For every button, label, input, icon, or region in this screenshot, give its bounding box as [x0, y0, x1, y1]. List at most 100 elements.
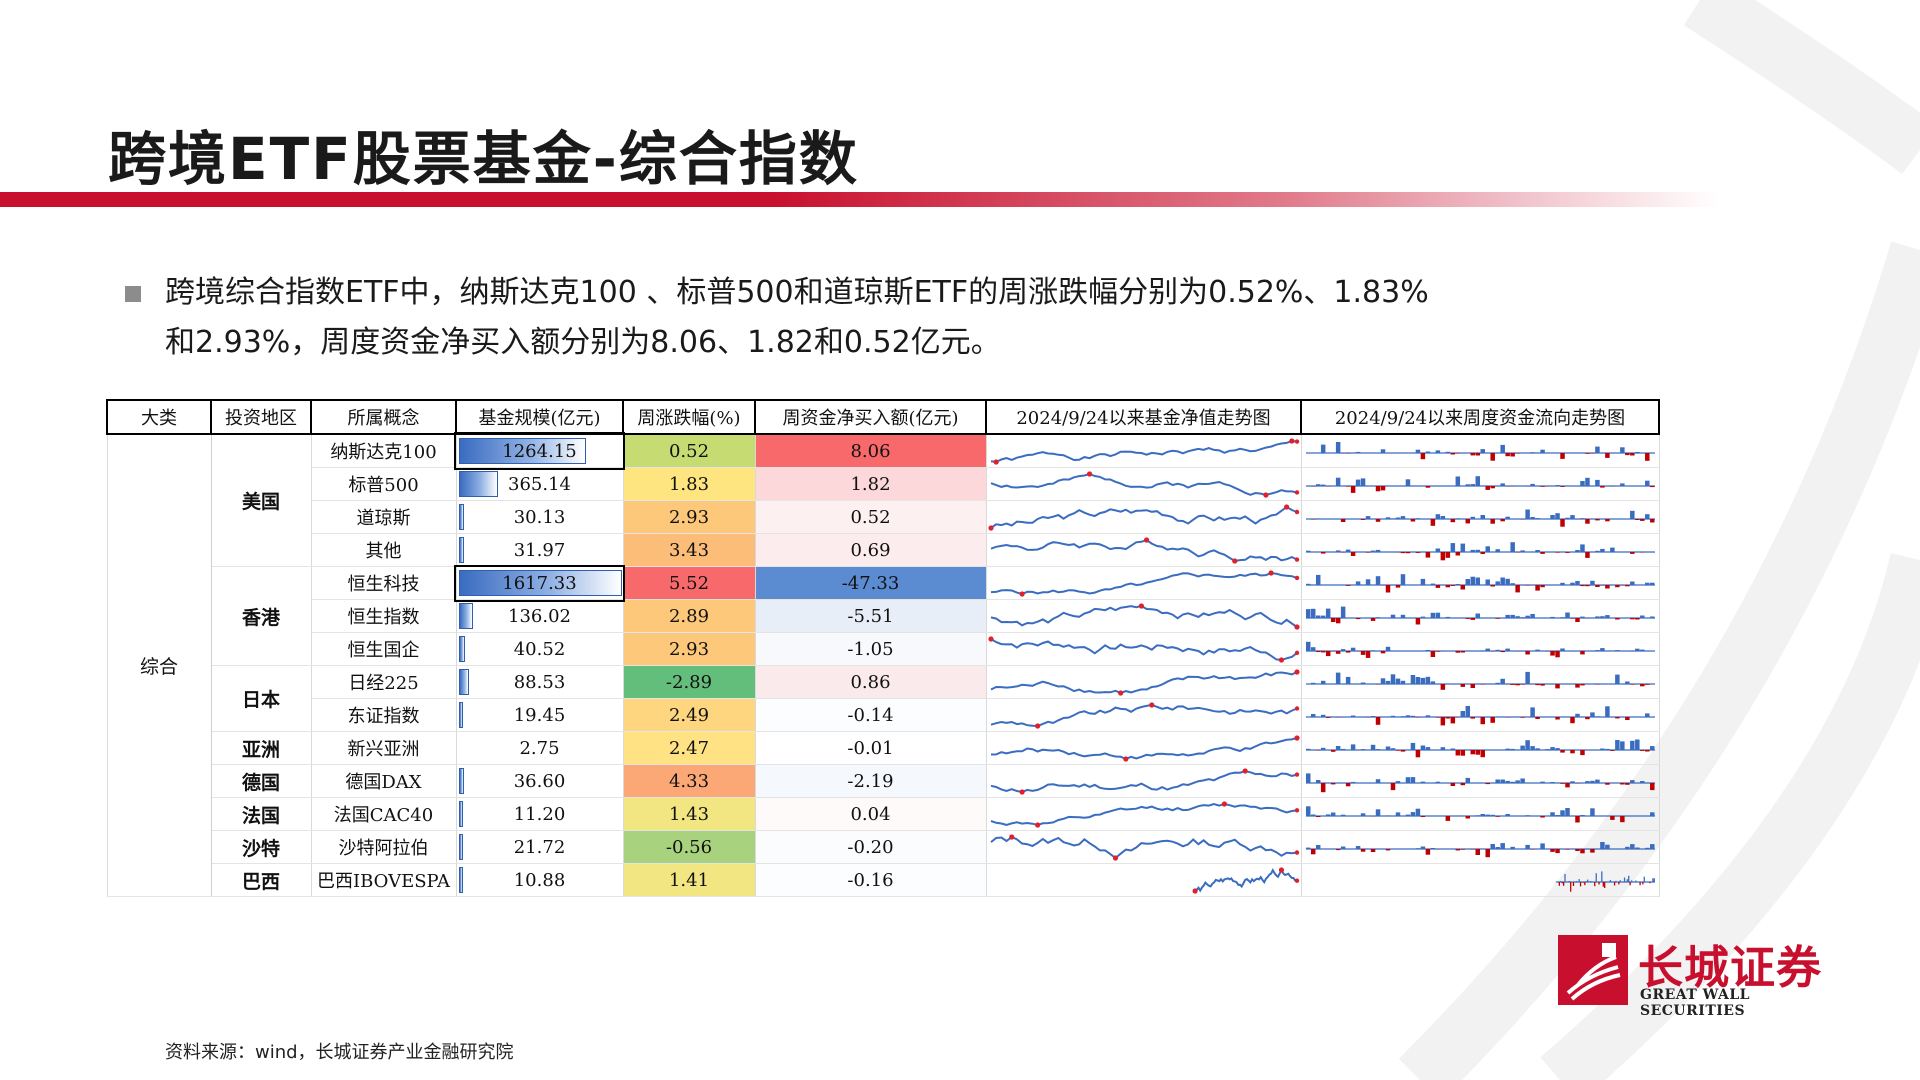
outflow-bar [1534, 683, 1540, 685]
inflow-bar [1499, 842, 1505, 849]
inflow-bar [1604, 844, 1610, 849]
weekly-flow-cell: 0.86 [754, 665, 987, 699]
fund-size-cell: 10.88 [455, 863, 624, 897]
outflow-bar [1435, 716, 1440, 718]
outflow-bar [1589, 452, 1595, 453]
outflow-bar [1425, 485, 1430, 488]
region-cell: 日本 [210, 665, 312, 732]
inflow-bar [1653, 877, 1655, 882]
outflow-bar [1489, 452, 1495, 461]
outflow-bar [1613, 881, 1615, 885]
fund-size-value: 136.02 [508, 605, 571, 627]
outflow-bar [1569, 716, 1575, 723]
outflow-bar [1594, 518, 1600, 520]
inflow-bar [1370, 649, 1375, 651]
inflow-bar [1435, 513, 1440, 519]
inflow-bar [1455, 583, 1460, 585]
nav-sparkline-cell [985, 632, 1302, 666]
bullet-square-icon [125, 286, 141, 302]
outflow-bar [1450, 782, 1455, 786]
outflow-bar [1445, 551, 1450, 558]
outflow-bar [1330, 617, 1335, 622]
fund-size-value: 30.13 [513, 506, 566, 528]
inflow-bar [1355, 580, 1360, 585]
inflow-bar [1629, 485, 1635, 486]
inflow-bar [1624, 681, 1630, 684]
outflow-bar [1559, 485, 1565, 487]
inflow-bar [1589, 780, 1595, 783]
inflow-bar [1450, 542, 1455, 552]
inflow-bar [1499, 779, 1505, 783]
flow-sparkline-cell [1300, 434, 1660, 468]
inflow-bar [1614, 880, 1617, 882]
inflow-bar [1626, 878, 1628, 882]
inflow-bar [1310, 814, 1315, 816]
outflow-bar [1360, 848, 1365, 852]
outflow-bar [1400, 749, 1405, 752]
outflow-bar [1380, 485, 1385, 490]
nav-sparkline-cell [985, 467, 1302, 501]
inflow-bar [1335, 549, 1340, 552]
inflow-bar [1405, 714, 1410, 717]
outflow-bar [1475, 848, 1480, 855]
concept-cell: 道琼斯 [310, 500, 457, 534]
outflow-bar [1554, 683, 1560, 688]
inflow-bar [1589, 711, 1595, 717]
nav-sparkline-cell [985, 797, 1302, 831]
logo-chinese-name: 长城证券 [1638, 941, 1823, 994]
inflow-bar [1460, 710, 1465, 717]
inflow-bar [1335, 672, 1340, 684]
outflow-bar [1558, 881, 1560, 886]
inflow-bar [1594, 649, 1600, 651]
inflow-bar [1509, 582, 1515, 585]
inflow-bar [1549, 811, 1555, 816]
outflow-bar [1489, 485, 1495, 488]
inflow-bar [1489, 843, 1495, 849]
header-nav-trend: 2024/9/24以来基金净值走势图 [985, 399, 1302, 435]
inflow-bar [1629, 779, 1635, 783]
outflow-bar [1574, 815, 1580, 822]
inflow-bar [1390, 673, 1395, 684]
inflow-bar [1315, 615, 1320, 618]
low-point-marker [1112, 854, 1118, 861]
inflow-bar [1549, 746, 1555, 750]
outflow-bar [1489, 716, 1495, 723]
inflow-bar [1499, 482, 1505, 486]
inflow-bar [1624, 846, 1630, 849]
flow-sparkline-cell [1300, 599, 1660, 633]
inflow-bar [1475, 814, 1480, 816]
inflow-bar [1627, 875, 1629, 882]
inflow-bar [1375, 778, 1380, 783]
inflow-bar [1584, 477, 1590, 486]
low-point-marker [1034, 821, 1040, 828]
outflow-bar [1460, 782, 1465, 785]
inflow-bar [1594, 715, 1600, 717]
inflow-bar [1410, 674, 1415, 684]
inflow-bar [1480, 813, 1485, 816]
inflow-bar [1410, 715, 1415, 717]
inflow-bar [1604, 705, 1610, 717]
inflow-bar [1385, 646, 1390, 651]
outflow-bar [1572, 881, 1574, 886]
outflow-bar [1579, 848, 1585, 853]
inflow-bar [1475, 549, 1480, 552]
weekly-flow-cell: 1.82 [754, 467, 987, 501]
inflow-bar [1554, 747, 1560, 750]
outflow-bar [1480, 716, 1485, 724]
inflow-bar [1579, 814, 1585, 816]
inflow-bar [1568, 880, 1570, 882]
inflow-bar [1529, 483, 1535, 486]
inflow-bar [1649, 582, 1655, 585]
inflow-bar [1534, 747, 1540, 750]
outflow-bar [1604, 584, 1610, 588]
inflow-bar [1559, 880, 1561, 882]
outflow-bar [1350, 485, 1355, 493]
inflow-bar [1350, 743, 1355, 750]
outflow-bar [1335, 617, 1340, 623]
concept-cell: 标普500 [310, 467, 457, 501]
inflow-bar [1644, 582, 1650, 585]
outflow-bar [1440, 683, 1445, 690]
low-point-marker [1117, 689, 1123, 696]
outflow-bar [1340, 551, 1345, 552]
inflow-bar [1574, 713, 1580, 717]
